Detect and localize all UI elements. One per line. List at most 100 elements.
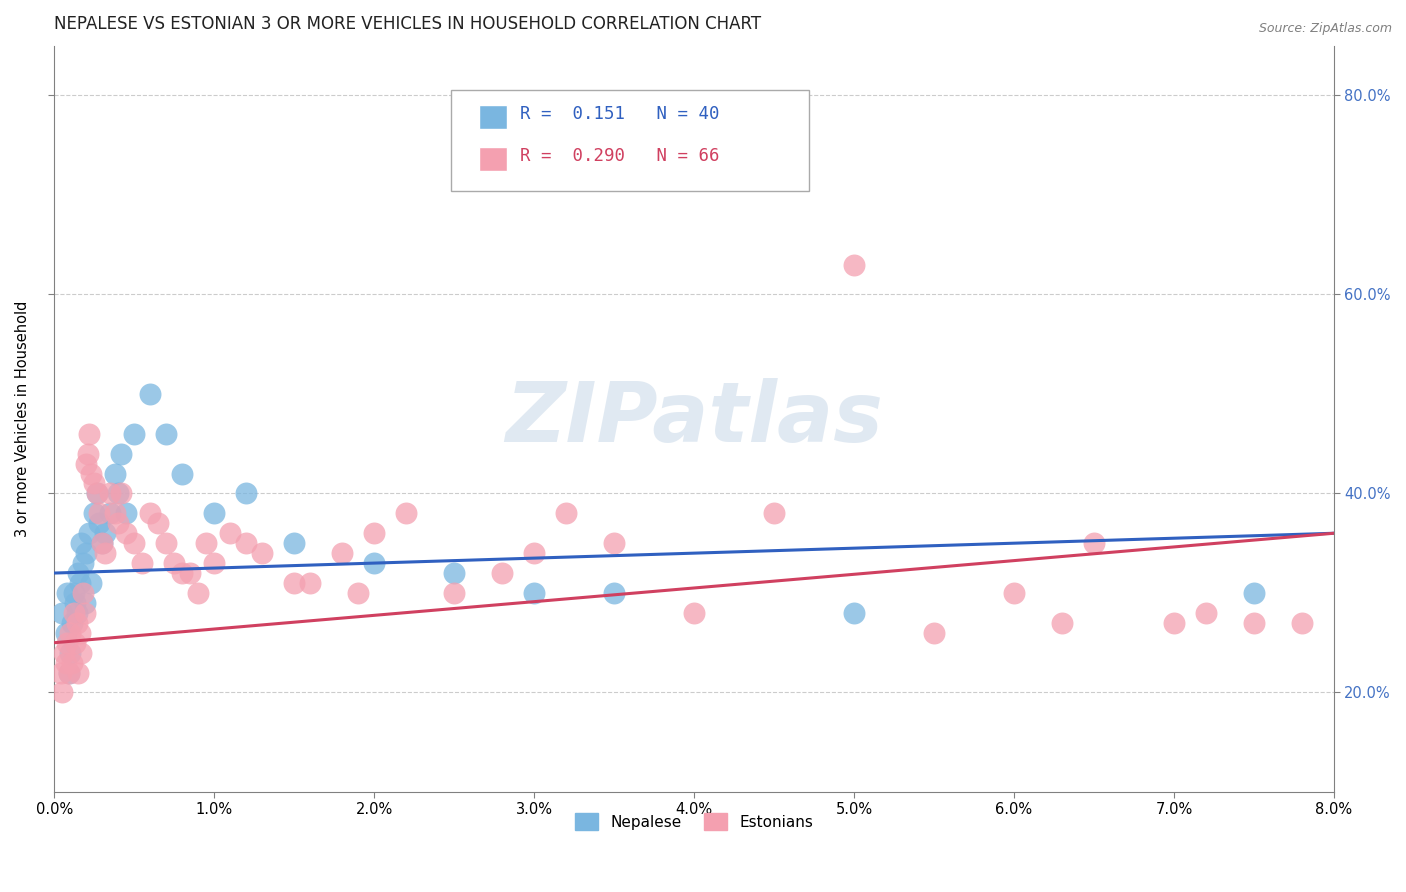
Point bbox=[63, 596, 86, 610]
Point bbox=[139, 387, 162, 401]
Point bbox=[219, 526, 242, 541]
Point bbox=[69, 576, 91, 591]
Point bbox=[83, 476, 105, 491]
FancyBboxPatch shape bbox=[451, 90, 810, 191]
FancyBboxPatch shape bbox=[479, 105, 508, 129]
Point bbox=[60, 615, 83, 630]
Y-axis label: 3 or more Vehicles in Household: 3 or more Vehicles in Household bbox=[15, 301, 30, 537]
Point bbox=[187, 586, 209, 600]
Point bbox=[235, 536, 257, 550]
Text: NEPALESE VS ESTONIAN 3 OR MORE VEHICLES IN HOUSEHOLD CORRELATION CHART: NEPALESE VS ESTONIAN 3 OR MORE VEHICLES … bbox=[55, 15, 762, 33]
Point bbox=[395, 506, 418, 520]
Point bbox=[86, 486, 108, 500]
Legend: Nepalese, Estonians: Nepalese, Estonians bbox=[569, 806, 820, 837]
Text: R =  0.290   N = 66: R = 0.290 N = 66 bbox=[520, 147, 720, 165]
Point bbox=[58, 665, 80, 680]
Point bbox=[73, 606, 96, 620]
Point bbox=[94, 526, 117, 541]
Point bbox=[56, 636, 79, 650]
Point bbox=[283, 536, 305, 550]
Point bbox=[55, 656, 77, 670]
Point bbox=[67, 566, 90, 580]
Point bbox=[252, 546, 274, 560]
Point bbox=[235, 486, 257, 500]
Point bbox=[195, 536, 218, 550]
Point bbox=[842, 258, 865, 272]
Point bbox=[172, 566, 194, 580]
Point bbox=[763, 506, 786, 520]
Point bbox=[49, 665, 72, 680]
Point bbox=[63, 636, 86, 650]
Point bbox=[87, 506, 110, 520]
Point bbox=[80, 467, 103, 481]
Point bbox=[52, 646, 75, 660]
Point bbox=[443, 566, 465, 580]
Point bbox=[842, 606, 865, 620]
Point bbox=[110, 486, 132, 500]
Point bbox=[55, 625, 77, 640]
Point bbox=[70, 536, 93, 550]
Point bbox=[491, 566, 513, 580]
Point bbox=[124, 426, 146, 441]
Point bbox=[148, 516, 170, 531]
Point bbox=[1291, 615, 1313, 630]
Point bbox=[66, 615, 89, 630]
Point bbox=[51, 606, 73, 620]
Text: ZIPatlas: ZIPatlas bbox=[505, 378, 883, 459]
Point bbox=[1083, 536, 1105, 550]
Point bbox=[98, 486, 121, 500]
Point bbox=[79, 526, 101, 541]
Point bbox=[77, 447, 100, 461]
Point bbox=[91, 536, 114, 550]
Point bbox=[443, 586, 465, 600]
Point bbox=[94, 546, 117, 560]
Point bbox=[110, 447, 132, 461]
Point bbox=[922, 625, 945, 640]
Point bbox=[66, 606, 89, 620]
Point bbox=[87, 516, 110, 531]
Point bbox=[603, 536, 626, 550]
Point bbox=[1163, 615, 1185, 630]
Point bbox=[62, 586, 84, 600]
Point bbox=[555, 506, 578, 520]
Point bbox=[69, 625, 91, 640]
Point bbox=[1050, 615, 1073, 630]
Point bbox=[70, 646, 93, 660]
Point bbox=[58, 665, 80, 680]
Point bbox=[363, 556, 385, 570]
Point bbox=[202, 506, 225, 520]
Point bbox=[1243, 615, 1265, 630]
Point bbox=[131, 556, 153, 570]
Point bbox=[59, 646, 82, 660]
Point bbox=[107, 516, 129, 531]
Point bbox=[83, 506, 105, 520]
Point bbox=[299, 576, 322, 591]
Text: Source: ZipAtlas.com: Source: ZipAtlas.com bbox=[1258, 22, 1392, 36]
Point bbox=[104, 506, 127, 520]
Point bbox=[363, 526, 385, 541]
Point bbox=[86, 486, 108, 500]
FancyBboxPatch shape bbox=[479, 147, 508, 171]
Point bbox=[79, 426, 101, 441]
Point bbox=[347, 586, 370, 600]
Point bbox=[124, 536, 146, 550]
Point bbox=[1195, 606, 1218, 620]
Point bbox=[155, 426, 177, 441]
Point bbox=[51, 685, 73, 699]
Point bbox=[523, 546, 546, 560]
Point bbox=[172, 467, 194, 481]
Point bbox=[115, 506, 138, 520]
Point bbox=[1243, 586, 1265, 600]
Point bbox=[1002, 586, 1025, 600]
Point bbox=[72, 556, 94, 570]
Point bbox=[80, 576, 103, 591]
Point bbox=[67, 665, 90, 680]
Point bbox=[139, 506, 162, 520]
Point bbox=[72, 586, 94, 600]
Point bbox=[330, 546, 353, 560]
Point bbox=[683, 606, 706, 620]
Point bbox=[75, 457, 97, 471]
Point bbox=[75, 546, 97, 560]
Point bbox=[62, 606, 84, 620]
Point bbox=[91, 536, 114, 550]
